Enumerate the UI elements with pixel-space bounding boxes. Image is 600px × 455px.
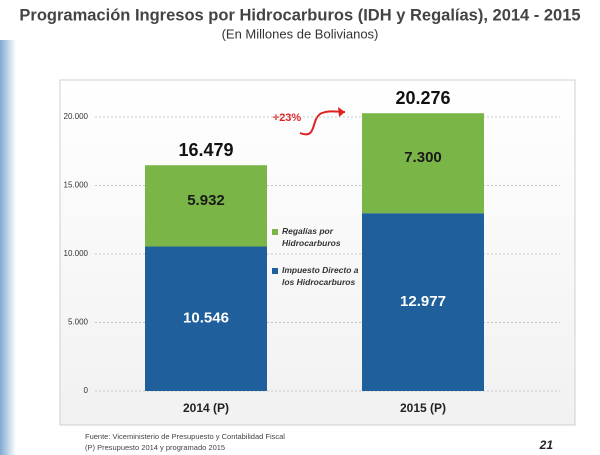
value-label: 7.300	[404, 149, 442, 166]
plot-frame	[59, 79, 576, 426]
bar-segment	[362, 113, 484, 214]
chart-title: Programación Ingresos por Hidrocarburos …	[19, 6, 580, 24]
edge-decoration	[0, 40, 16, 455]
footnote-note: (P) Presupuesto 2014 y programado 2015	[85, 443, 225, 452]
total-label: 16.479	[178, 140, 233, 160]
total-label: 20.276	[395, 88, 450, 108]
y-tick-label: 0	[84, 386, 89, 395]
legend-swatch	[272, 268, 278, 274]
value-label: 5.932	[187, 192, 225, 209]
page-number: 21	[539, 438, 554, 452]
y-tick-label: 5.000	[68, 318, 89, 327]
x-tick-label: 2014 (P)	[183, 401, 229, 415]
arrow-head	[338, 107, 345, 117]
legend-swatch	[272, 229, 278, 235]
y-tick-label: 20.000	[64, 112, 89, 121]
legend-label: Impuesto Directo a los Hidrocarburos	[282, 265, 359, 287]
bar-segment	[362, 213, 484, 391]
bar-segment	[145, 165, 267, 247]
legend-label: Regalías por Hidrocarburos	[282, 226, 341, 248]
footnote-source: Fuente: Viceministerio de Presupuesto y …	[85, 432, 285, 441]
y-tick-label: 10.000	[64, 249, 89, 258]
bar-segment	[145, 246, 267, 391]
x-tick-label: 2015 (P)	[400, 401, 446, 415]
value-label: 10.546	[183, 310, 229, 327]
value-label: 12.977	[400, 293, 446, 310]
y-tick-label: 15.000	[64, 181, 89, 190]
annotation: +23%	[273, 112, 302, 124]
chart-subtitle: (En Millones de Bolivianos)	[222, 26, 379, 41]
